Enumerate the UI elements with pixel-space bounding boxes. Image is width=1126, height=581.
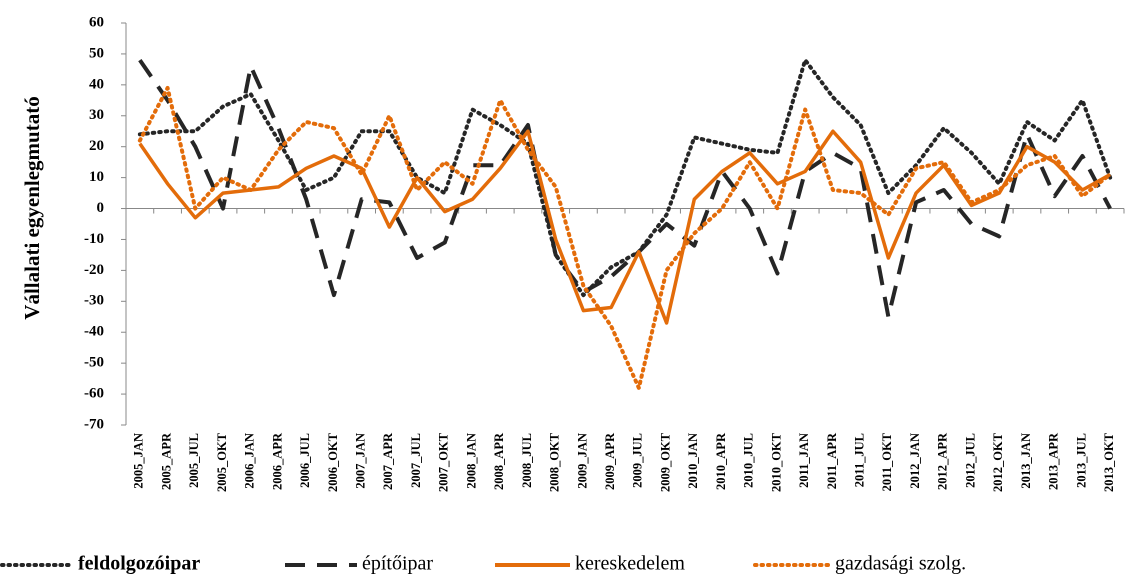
x-tick-label: 2013_APR xyxy=(1047,432,1061,490)
y-tick-label: 20 xyxy=(89,138,104,154)
x-tick-label: 2013_JAN xyxy=(1019,433,1033,489)
legend-label: építőipar xyxy=(362,553,433,575)
series-line xyxy=(138,58,1112,319)
x-tick-label: 2011_APR xyxy=(825,432,839,489)
y-tick-label: 30 xyxy=(89,107,104,123)
x-tick-label: 2005_APR xyxy=(159,432,173,490)
series-line xyxy=(137,58,1113,298)
x-tick-label: 2007_OKT xyxy=(437,432,451,492)
x-tick-label: 2005_JAN xyxy=(132,433,146,489)
series-line xyxy=(137,85,1113,390)
x-tick-label: 2012_APR xyxy=(936,432,950,490)
x-tick-label: 2008_JUL xyxy=(520,433,534,488)
x-tick-label: 2009_JAN xyxy=(575,433,589,489)
x-tick-label: 2009_JUL xyxy=(631,433,645,488)
y-tick-label: 60 xyxy=(89,14,104,30)
legend-label: kereskedelem xyxy=(575,553,685,575)
x-tick-label: 2007_APR xyxy=(381,432,395,490)
x-tick-label: 2007_JAN xyxy=(354,433,368,489)
x-tick-label: 2013_OKT xyxy=(1102,432,1116,492)
x-tick-label: 2011_JAN xyxy=(797,433,811,488)
y-tick-label: 10 xyxy=(89,169,104,185)
y-tick-label: -20 xyxy=(84,262,104,278)
x-tick-label: 2012_JAN xyxy=(908,433,922,489)
y-tick-label: -60 xyxy=(84,386,104,402)
x-tick-label: 2013_JUL xyxy=(1074,433,1088,488)
x-tick-label: 2011_OKT xyxy=(880,432,894,491)
legend-label: gazdasági szolg. xyxy=(835,553,966,575)
series-line xyxy=(138,129,1111,325)
x-tick-label: 2009_APR xyxy=(603,432,617,490)
y-axis-title: Vállalati egyenlegmutató xyxy=(20,96,44,319)
x-tick-label: 2012_OKT xyxy=(991,432,1005,492)
y-tick-label: -50 xyxy=(84,355,104,371)
x-tick-label: 2005_OKT xyxy=(215,432,229,492)
x-tick-label: 2010_JAN xyxy=(686,433,700,489)
legend-label: feldolgozóipar xyxy=(78,553,200,575)
x-tick-label: 2007_JUL xyxy=(409,433,423,488)
y-tick-label: 40 xyxy=(89,76,104,92)
x-tick-label: 2006_JUL xyxy=(298,433,312,488)
y-tick-label: -40 xyxy=(84,324,104,340)
x-tick-label: 2010_APR xyxy=(714,432,728,490)
y-tick-label: -70 xyxy=(84,416,104,432)
x-tick-label: 2011_JUL xyxy=(853,433,867,487)
x-tick-label: 2008_APR xyxy=(492,432,506,490)
y-tick-label: -10 xyxy=(84,231,104,247)
y-tick-label: 0 xyxy=(97,200,105,216)
x-tick-label: 2008_OKT xyxy=(548,432,562,492)
x-tick-label: 2009_OKT xyxy=(658,432,672,492)
x-tick-label: 2008_JAN xyxy=(464,433,478,489)
y-tick-label: -30 xyxy=(84,293,104,309)
x-tick-label: 2006_OKT xyxy=(326,432,340,492)
x-tick-label: 2006_APR xyxy=(270,432,284,490)
x-tick-label: 2005_JUL xyxy=(187,433,201,488)
x-tick-label: 2010_OKT xyxy=(769,432,783,492)
x-tick-label: 2006_JAN xyxy=(243,433,257,489)
x-tick-label: 2010_JUL xyxy=(742,433,756,488)
x-tick-label: 2012_JUL xyxy=(963,433,977,488)
y-tick-label: 50 xyxy=(89,45,104,61)
